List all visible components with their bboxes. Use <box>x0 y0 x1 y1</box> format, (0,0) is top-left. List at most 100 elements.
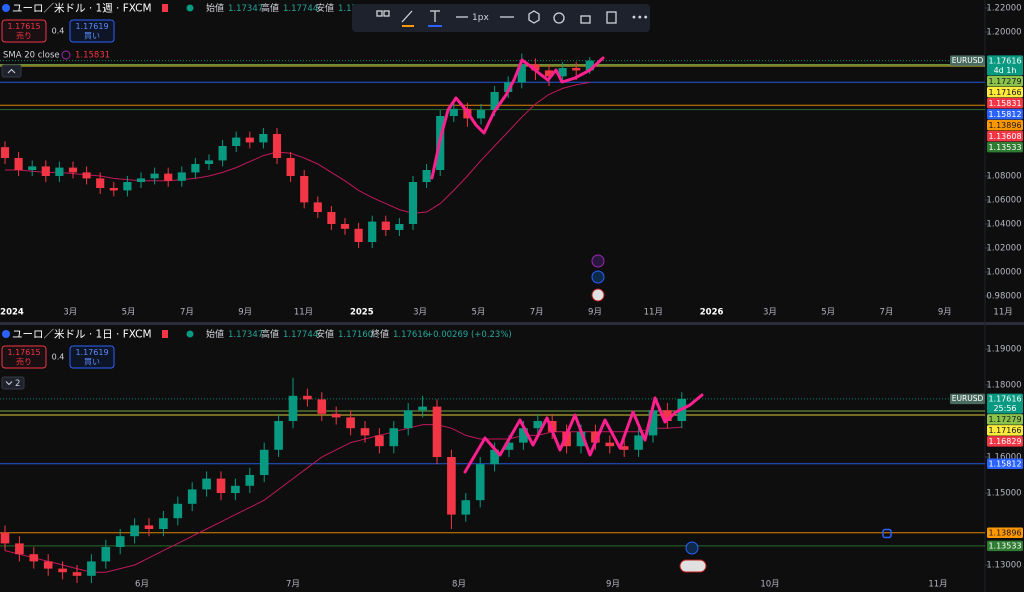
candle-body <box>28 166 37 171</box>
tool-icon[interactable] <box>553 12 565 24</box>
buy-price: 1.17619 <box>75 348 108 357</box>
price-badge <box>987 108 1023 120</box>
candle-body <box>517 64 526 83</box>
candle-body <box>68 167 78 173</box>
candle-body <box>14 158 23 171</box>
symbol-title[interactable]: ユーロ／米ドル · 1日 · FXCM <box>12 328 152 341</box>
flag-icon <box>162 330 168 338</box>
tool-icon[interactable] <box>383 10 390 17</box>
x-tick-label: 2024 <box>0 308 24 318</box>
candle-body <box>403 410 413 429</box>
candle-body <box>360 428 370 436</box>
sell-price: 1.17615 <box>7 22 40 31</box>
candle-body <box>0 532 10 544</box>
event-icon[interactable] <box>591 270 605 284</box>
price-badge-label: 1.13896 <box>988 121 1021 130</box>
indicator-count: 2 <box>15 379 20 389</box>
candle-body <box>449 108 458 117</box>
candle-body <box>519 428 528 443</box>
event-icon[interactable] <box>685 541 699 555</box>
sell-label: 売り <box>16 357 32 367</box>
drawing-bottom[interactable] <box>463 393 704 474</box>
buy-button[interactable] <box>69 345 115 369</box>
candle-body <box>177 172 186 181</box>
expand-icon <box>5 381 13 386</box>
indicator-name: SMA 20 close <box>3 51 60 61</box>
candle-body <box>663 410 672 422</box>
y-tick-label: 1.00000 <box>986 268 1021 278</box>
price-badge <box>987 527 1023 538</box>
event-icon[interactable] <box>591 254 605 268</box>
sell-button[interactable] <box>1 19 47 43</box>
candle-body <box>504 82 513 93</box>
collapse-button[interactable] <box>1 64 22 78</box>
candle-body <box>547 421 557 432</box>
price-badge <box>987 75 1023 87</box>
y-tick-label: 1.08000 <box>986 172 1021 182</box>
y-tick-label: 1.02000 <box>986 244 1021 254</box>
candle-body <box>544 70 554 77</box>
ohlc-value: 1.17347 <box>228 4 263 14</box>
sell-button[interactable] <box>1 345 47 369</box>
drawings[interactable] <box>430 56 704 474</box>
indicator-value: 1.15831 <box>75 51 110 61</box>
candle-body <box>576 431 586 447</box>
candle-body <box>191 164 200 173</box>
y-tick-label: 1.15000 <box>986 489 1021 499</box>
candle-body <box>115 536 125 548</box>
tool-icon[interactable] <box>606 11 617 24</box>
candle-body <box>375 435 384 447</box>
candle-body <box>259 449 269 476</box>
tool-more[interactable]: ••• <box>631 13 649 24</box>
tool-icon[interactable] <box>580 15 591 24</box>
candle-body <box>585 60 594 71</box>
tool-width[interactable]: 1px <box>472 13 489 23</box>
tool-icon[interactable] <box>401 10 413 23</box>
candle-body <box>58 568 67 573</box>
ohlc-label: 高値 <box>261 2 279 14</box>
x-tick-label: 5月 <box>471 308 485 318</box>
candle-body <box>274 421 283 450</box>
ohlc-value: 1.17160 <box>338 330 373 340</box>
y-tick-label: 1.19000 <box>986 345 1021 355</box>
candle-body <box>245 475 255 486</box>
tool-icon[interactable] <box>376 10 383 17</box>
y-tick-label: 1.16000 <box>986 453 1021 463</box>
candle-body <box>232 137 241 147</box>
candle-body <box>55 167 64 177</box>
symbol-badge <box>950 55 985 66</box>
sma-line <box>5 81 590 214</box>
alert-handle[interactable] <box>882 528 892 539</box>
candle-body <box>150 173 159 179</box>
tool-icon[interactable] <box>528 10 540 24</box>
event-icon[interactable] <box>679 559 707 573</box>
candle-body <box>216 478 226 494</box>
candle-body <box>29 554 39 562</box>
price-badge <box>987 414 1023 425</box>
event-icons[interactable] <box>591 254 892 573</box>
x-tick-label: 2026 <box>700 308 724 318</box>
y-tick-label: 1.22000 <box>986 4 1021 14</box>
symbol-badge-label: EURUSD <box>952 56 984 65</box>
market-status <box>186 330 194 338</box>
candle-body <box>15 543 24 555</box>
x-tick-label: 9月 <box>606 580 620 590</box>
candle-body <box>533 421 543 429</box>
indicator-icon <box>61 50 71 60</box>
candle-body <box>173 503 183 519</box>
candle-body <box>204 160 214 165</box>
x-tick-label: 10月 <box>760 580 779 590</box>
buy-button[interactable] <box>69 19 115 43</box>
x-tick-label: 8月 <box>452 580 466 590</box>
symbol-title[interactable]: ユーロ／米ドル · 1週 · FXCM <box>12 2 152 15</box>
candle-body <box>346 417 355 429</box>
candle-body <box>368 221 377 243</box>
drawing-top[interactable] <box>430 56 605 180</box>
candle-body <box>288 395 298 422</box>
ohlc-label: 始値 <box>206 2 224 14</box>
candle-body <box>259 134 268 143</box>
expand-button[interactable] <box>1 376 25 390</box>
event-icon[interactable] <box>591 288 605 302</box>
candle-body <box>504 442 514 450</box>
candle-body <box>531 64 540 71</box>
